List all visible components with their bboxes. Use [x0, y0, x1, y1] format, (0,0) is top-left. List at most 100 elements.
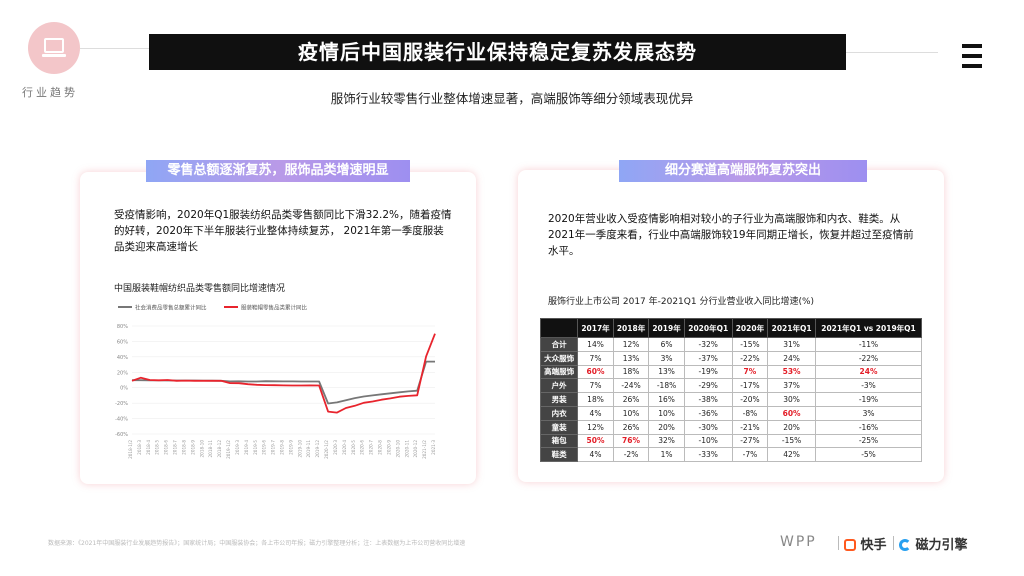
- table-cell: 12%: [612, 337, 650, 352]
- table-cell: 3%: [648, 350, 685, 366]
- legend-label: 服装鞋帽零售品类累计同比: [241, 304, 308, 312]
- table-cell: -8%: [731, 405, 769, 421]
- right-card-heading: 细分赛道高端服饰复苏突出: [619, 160, 867, 182]
- table-cell: -37%: [683, 350, 733, 366]
- table-cell: -15%: [731, 337, 769, 352]
- x-tick-label: 2018-4: [146, 440, 151, 455]
- x-tick-label: 2020-3: [333, 440, 338, 455]
- table-cell: 20%: [648, 419, 685, 435]
- row-label: 鞋类: [539, 447, 579, 463]
- x-tick-label: 2019-10: [297, 440, 302, 458]
- table-cell: 24%: [815, 364, 922, 380]
- table-cell: 6%: [648, 337, 685, 352]
- x-tick-label: 2020-10: [395, 440, 400, 458]
- y-tick-label: 20%: [117, 370, 128, 376]
- table-cell: 26%: [612, 419, 650, 435]
- row-label: 男装: [539, 392, 579, 407]
- row-label: 大众服饰: [539, 350, 579, 366]
- table-cell: 1%: [648, 447, 685, 463]
- x-tick-label: 2020-11: [404, 440, 409, 458]
- table-cell: 4%: [577, 447, 614, 463]
- table-header-cell: 2021年Q1: [767, 318, 817, 338]
- x-tick-label: 2018-1/2: [128, 440, 133, 459]
- section-logo: [28, 22, 80, 74]
- table-cell: -38%: [683, 392, 733, 407]
- y-tick-label: -40%: [115, 417, 128, 423]
- divider: [893, 536, 894, 550]
- table-cell: -19%: [683, 364, 733, 380]
- table-cell: 7%: [731, 364, 769, 380]
- y-tick-label: 60%: [117, 339, 128, 345]
- row-label: 童装: [539, 419, 579, 435]
- revenue-growth-table: 2017年 2018年 2019年 2020年Q1 2020年 2021年Q1 2021年Q…: [539, 318, 922, 463]
- table-header-cell: 2020年Q1: [683, 318, 733, 338]
- table-cell: 13%: [612, 350, 650, 366]
- x-tick-label: 2019-12: [315, 440, 320, 458]
- x-tick-label: 2019-4: [244, 440, 249, 455]
- table-cell: 13%: [648, 364, 685, 380]
- row-label: 内衣: [539, 405, 579, 421]
- laptop-icon: [42, 38, 66, 57]
- table-cell: -29%: [683, 378, 733, 394]
- divider: [846, 52, 938, 53]
- table-row: 大众服饰 7% 13% 3% -37% -22% 24% -22%: [539, 350, 922, 366]
- table-cell: -30%: [683, 419, 733, 435]
- x-tick-label: 2019-11: [306, 440, 311, 458]
- x-tick-label: 2019-3: [235, 440, 240, 455]
- brand-kuaishou-label: 快手: [860, 538, 887, 553]
- table-cell: -3%: [815, 378, 922, 394]
- x-tick-label: 2020-6: [360, 440, 365, 455]
- brand-cili: 磁力引擎: [899, 534, 968, 553]
- table-cell: -24%: [612, 378, 650, 394]
- table-cell: 20%: [767, 419, 817, 435]
- table-cell: -22%: [815, 350, 922, 366]
- table-cell: 24%: [767, 350, 817, 366]
- table-cell: 10%: [612, 405, 650, 421]
- left-card: [80, 172, 476, 484]
- table-cell: 12%: [577, 419, 614, 435]
- table-cell: 76%: [612, 433, 650, 449]
- menu-icon[interactable]: [962, 44, 982, 68]
- x-tick-label: 2021-3: [431, 440, 436, 455]
- table-row: 内衣 4% 10% 10% -36% -8% 60% 3%: [539, 405, 922, 421]
- series-line: [132, 360, 435, 405]
- brand-wpp: WPP: [780, 534, 817, 550]
- table-cell: -5%: [815, 447, 922, 463]
- x-tick-label: 2018-7: [173, 440, 178, 455]
- x-tick-label: 2020-1/2: [324, 440, 329, 459]
- table-cell: -36%: [683, 405, 733, 421]
- x-tick-label: 2019-6: [262, 440, 267, 455]
- table-row: 男装 18% 26% 16% -38% -20% 30% -19%: [539, 392, 922, 407]
- x-tick-label: 2018-9: [190, 440, 195, 455]
- row-label: 高端服饰: [539, 364, 579, 380]
- table-cell: 31%: [767, 337, 817, 352]
- x-tick-label: 2019-8: [280, 440, 285, 455]
- chart-title: 中国服装鞋帽纺织品类零售额同比增速情况: [114, 284, 286, 294]
- x-tick-label: 2019-9: [288, 440, 293, 455]
- row-label: 户外: [539, 378, 579, 394]
- table-cell: 42%: [767, 447, 817, 463]
- table-cell: -27%: [731, 433, 769, 449]
- legend-label: 社会消费品零售总额累计同比: [135, 304, 207, 312]
- table-cell: -20%: [731, 392, 769, 407]
- table-row: 鞋类 4% -2% 1% -33% -7% 42% -5%: [539, 447, 922, 463]
- table-cell: -21%: [731, 419, 769, 435]
- x-tick-label: 2018-5: [155, 440, 160, 455]
- brand-cili-label: 磁力引擎: [915, 538, 968, 553]
- x-tick-label: 2021-1/2: [422, 440, 427, 459]
- row-label: 箱包: [539, 433, 579, 449]
- x-tick-label: 2018-8: [181, 440, 186, 455]
- table-header-cell: 2020年: [731, 318, 769, 338]
- cili-icon: [899, 539, 911, 551]
- x-tick-label: 2018-11: [208, 440, 213, 458]
- table-cell: 50%: [577, 433, 614, 449]
- x-tick-label: 2020-4: [342, 440, 347, 455]
- table-cell: -32%: [683, 337, 733, 352]
- x-tick-label: 2020-8: [378, 440, 383, 455]
- line-chart: 社会消费品零售总额累计同比 服装鞋帽零售品类累计同比 80% 60% 40% 20% 0%…: [115, 304, 436, 459]
- table-cell: 32%: [648, 433, 685, 449]
- table-row: 箱包 50% 76% 32% -10% -27% -15% -25%: [539, 433, 922, 449]
- table-header-cell: [539, 318, 579, 338]
- x-tick-label: 2020-5: [351, 440, 356, 455]
- left-card-paragraph: 受疫情影响，2020年Q1服装纺织品类零售额同比下滑32.2%，随着疫情的好转，…: [114, 209, 452, 253]
